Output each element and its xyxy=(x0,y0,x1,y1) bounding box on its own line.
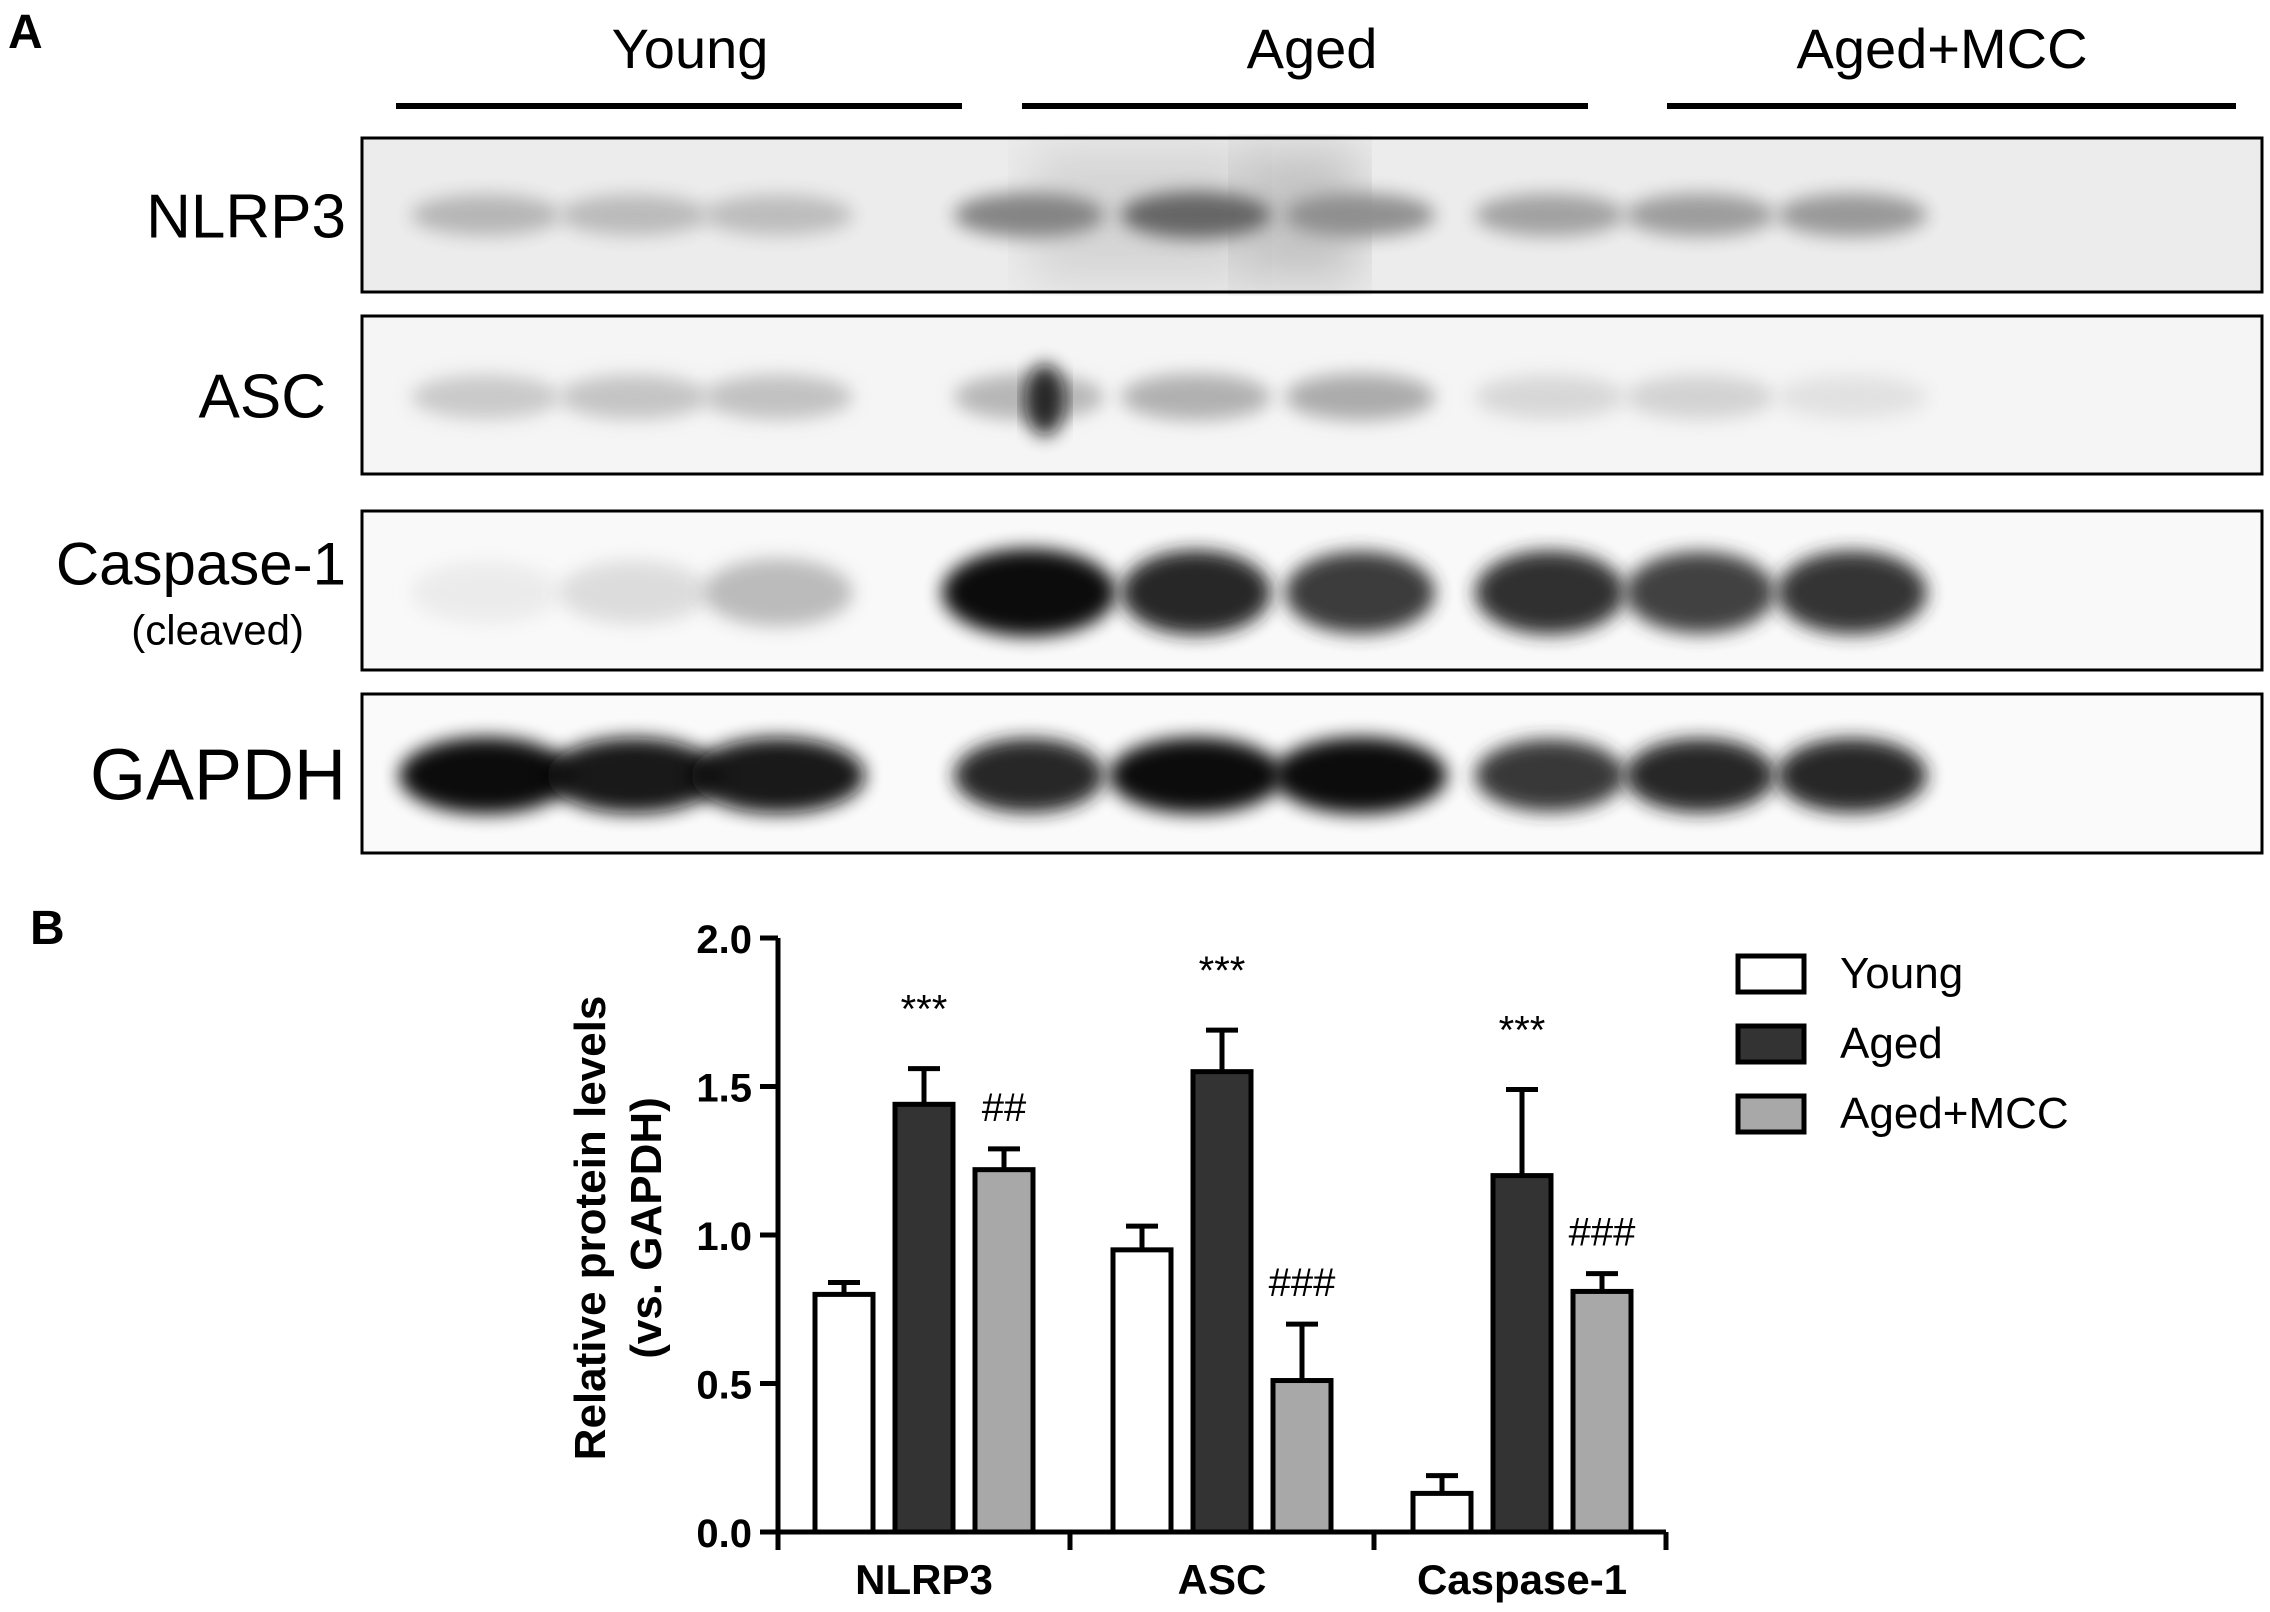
y-axis-title-line2: (vs. GAPDH) xyxy=(622,1097,671,1359)
y-tick-label: 0.0 xyxy=(696,1512,752,1556)
blot-band xyxy=(1777,193,1927,237)
blot-band xyxy=(1475,193,1625,237)
significance-marker: ### xyxy=(1569,1211,1636,1255)
x-axis: NLRP3 ASC Caspase-1 xyxy=(775,1529,1669,1603)
legend-label: Aged+MCC xyxy=(1840,1089,2069,1138)
y-tick-label: 1.0 xyxy=(696,1215,752,1259)
legend-swatch xyxy=(1735,953,1807,995)
blot-band xyxy=(1625,738,1775,813)
bar-young-caspase-1 xyxy=(1410,1490,1474,1535)
blot-band xyxy=(691,737,865,814)
blot-row-nlrp3: NLRP3 xyxy=(146,136,2264,294)
legend-label: Young xyxy=(1840,949,1963,998)
blot-band xyxy=(1625,375,1775,419)
significance-marker: *** xyxy=(901,988,948,1032)
bar-young-nlrp3 xyxy=(812,1291,876,1535)
y-tick-label: 1.5 xyxy=(696,1067,752,1111)
blot-row-asc: ASC xyxy=(199,314,2264,476)
blot-band xyxy=(1475,739,1625,812)
bar-aged-asc xyxy=(1190,1069,1254,1535)
blot-band xyxy=(1273,737,1447,814)
blot-band xyxy=(411,561,561,624)
group-header-label: Aged xyxy=(1247,17,1378,80)
legend-swatch xyxy=(1735,1093,1807,1135)
bars xyxy=(812,1027,1634,1535)
y-axis-title: Relative protein levels (vs. GAPDH) xyxy=(566,996,671,1461)
blot-band xyxy=(1121,191,1271,239)
y-axis-title-line1: Relative protein levels xyxy=(566,996,615,1461)
y-axis: 0.0 0.5 1.0 1.5 2.0 xyxy=(696,918,781,1556)
blot-row-caspase-1: Caspase-1 (cleaved) xyxy=(56,509,2264,672)
significance-marker: *** xyxy=(1199,949,1246,993)
blot-sublabel: (cleaved) xyxy=(131,607,304,654)
y-tick-label: 0.5 xyxy=(696,1364,752,1408)
blot-band xyxy=(1285,373,1435,421)
bar-aged-mcc-asc xyxy=(1270,1378,1334,1535)
blot-row-gapdh: GAPDH xyxy=(90,692,2264,855)
blot-label: ASC xyxy=(199,362,326,431)
panel-a-label: A xyxy=(8,6,43,59)
blot-band xyxy=(1109,737,1283,814)
significance-annotations: *** ## *** ### *** ### xyxy=(901,949,1636,1305)
legend-label: Aged xyxy=(1840,1019,1943,1068)
bar-aged-caspase-1 xyxy=(1490,1173,1554,1535)
blot-band xyxy=(954,192,1104,238)
blot-band xyxy=(547,737,721,814)
blot-rows: NLRP3 ASC Caspase-1 (cleaved) GAPDH xyxy=(56,136,2264,855)
blot-band xyxy=(1285,551,1435,634)
blot-band xyxy=(1625,193,1775,237)
blot-band xyxy=(1777,738,1927,813)
blot-frame xyxy=(360,509,2264,672)
significance-marker: *** xyxy=(1499,1008,1546,1052)
bar-young-asc xyxy=(1110,1247,1174,1535)
blot-artifact xyxy=(1025,364,1065,436)
significance-marker: ### xyxy=(1269,1261,1336,1305)
significance-marker: ## xyxy=(982,1086,1027,1130)
blot-band xyxy=(411,194,561,236)
blot-band xyxy=(399,737,573,814)
blot-band xyxy=(559,560,709,625)
group-headers: Young Aged Aged+MCC xyxy=(396,17,2236,109)
blot-band xyxy=(559,194,709,236)
blot-band xyxy=(954,738,1104,813)
blot-band xyxy=(942,548,1116,637)
legend: Young Aged Aged+MCC xyxy=(1735,949,2069,1138)
bar-aged-mcc-caspase-1 xyxy=(1570,1288,1634,1535)
blot-band xyxy=(411,374,561,420)
blot-label: Caspase-1 xyxy=(56,531,346,598)
group-header-label: Aged+MCC xyxy=(1796,17,2087,80)
blot-band xyxy=(1625,551,1775,634)
y-tick-label: 2.0 xyxy=(696,918,752,962)
x-tick-label: NLRP3 xyxy=(855,1556,993,1603)
blot-band xyxy=(1121,550,1271,635)
blot-band xyxy=(1121,373,1271,421)
blot-label: GAPDH xyxy=(90,735,346,815)
blot-frame xyxy=(360,136,2264,294)
blot-band xyxy=(703,558,853,627)
blot-label: NLRP3 xyxy=(146,182,346,251)
x-tick-label: Caspase-1 xyxy=(1417,1556,1627,1603)
blot-band xyxy=(1777,550,1927,635)
blot-band xyxy=(559,374,709,420)
blot-band xyxy=(1475,550,1625,635)
blot-band xyxy=(1285,193,1435,237)
blot-frame xyxy=(360,314,2264,476)
blot-band xyxy=(1475,375,1625,419)
group-header-label: Young xyxy=(612,17,769,80)
blot-frame xyxy=(360,692,2264,855)
bar-aged-mcc-nlrp3 xyxy=(972,1167,1036,1535)
x-tick-label: ASC xyxy=(1178,1556,1267,1603)
panel-a-western-blot: A Young Aged Aged+MCC NLRP3 ASC Caspase-1 (cl… xyxy=(8,6,2264,855)
panel-b-label: B xyxy=(30,902,65,955)
blot-band xyxy=(703,194,853,236)
panel-b-bar-chart: B Relative protein levels (vs. GAPDH) 0.… xyxy=(30,902,2069,1603)
legend-swatch xyxy=(1735,1023,1807,1065)
bar-aged-nlrp3 xyxy=(892,1101,956,1535)
blot-band xyxy=(1777,375,1927,419)
blot-band xyxy=(703,374,853,420)
